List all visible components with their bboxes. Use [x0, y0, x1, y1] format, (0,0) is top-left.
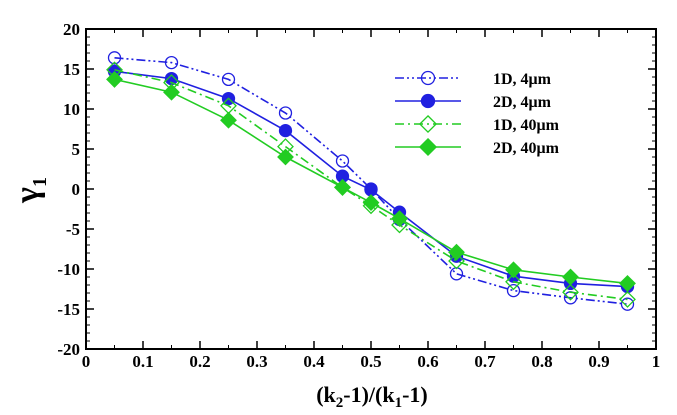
- data-point: [505, 261, 522, 279]
- x-tick-label: 0.3: [246, 352, 267, 371]
- data-point: [562, 268, 579, 286]
- y-tick-label: 0: [72, 180, 81, 199]
- legend-entry: 1D, 4μm: [395, 70, 552, 88]
- data-point: [506, 283, 521, 298]
- y-tick-label: 20: [63, 20, 80, 39]
- x-tick-label: 0.1: [132, 352, 153, 371]
- y-tick-label: -10: [57, 260, 80, 279]
- x-tick-label: 0.2: [189, 352, 210, 371]
- data-point: [448, 243, 465, 261]
- series-line: [114, 57, 628, 305]
- y-tick-label: -20: [57, 340, 80, 359]
- x-axis-label-sub1: 2: [336, 395, 344, 411]
- data-point: [391, 210, 408, 228]
- series-1: [107, 51, 635, 311]
- y-axis: -20 -15 -10 -5 0 5 10 15 20: [57, 20, 656, 359]
- x-tick-label: 0.8: [531, 352, 552, 371]
- legend-entry: 1D, 40μm: [395, 114, 560, 134]
- data-point: [107, 51, 122, 65]
- data-point: [505, 273, 522, 291]
- legend-label: 2D, 40μm: [493, 140, 560, 157]
- y-axis-label-sub: 1: [29, 177, 51, 187]
- data-point: [362, 194, 380, 212]
- x-tick-label: 0.7: [474, 352, 496, 371]
- data-point: [220, 111, 237, 129]
- data-point: [364, 183, 378, 197]
- x-axis-label-sub2: 1: [395, 395, 403, 411]
- y-tick-label: -5: [66, 220, 80, 239]
- data-point: [562, 283, 579, 301]
- data-point: [278, 106, 293, 120]
- data-point: [221, 72, 236, 87]
- legend-label: 2D, 4μm: [493, 94, 552, 111]
- data-point: [620, 297, 635, 311]
- y-axis-label-main: γ: [9, 187, 46, 204]
- data-point: [334, 178, 351, 196]
- legend-marker: [420, 93, 436, 109]
- data-point: [278, 123, 293, 138]
- x-tick-label: 1: [652, 352, 661, 371]
- data-point: [277, 148, 294, 166]
- data-point: [335, 154, 350, 168]
- legend-marker: [420, 70, 436, 86]
- data-point: [619, 290, 636, 308]
- series-4: [106, 70, 636, 292]
- x-tick-label: 0.6: [417, 352, 438, 371]
- x-axis-label: (k2-1)/(k1-1): [316, 382, 428, 411]
- legend-label: 1D, 40μm: [493, 117, 560, 134]
- legend: 1D, 4μm 2D, 4μm 1D, 40μm 2D, 40μm: [395, 70, 560, 157]
- data-point: [163, 83, 180, 101]
- y-tick-label: 15: [63, 60, 80, 79]
- legend-marker: [418, 137, 438, 157]
- data-point: [448, 252, 465, 270]
- x-axis-label-open1: (k: [316, 382, 336, 407]
- x-tick-label: 0.5: [360, 352, 381, 371]
- y-tick-label: 5: [72, 140, 81, 159]
- series-line: [114, 69, 628, 301]
- data-point: [164, 55, 179, 70]
- x-tick-label: 0.9: [588, 352, 609, 371]
- y-axis-label: γ1: [9, 177, 51, 204]
- y-tick-label: -15: [57, 300, 80, 319]
- legend-marker: [418, 114, 438, 134]
- x-axis: 0 0.1 0.2 0.3 0.4 0.5 0.6 0.7 0.8 0.9 1: [82, 29, 661, 371]
- x-axis-label-mid: -1)/(k: [343, 382, 395, 407]
- data-point: [391, 216, 408, 234]
- y-tick-label: 10: [63, 100, 80, 119]
- legend-entry: 2D, 40μm: [395, 137, 560, 157]
- data-point: [619, 274, 636, 292]
- legend-label: 1D, 4μm: [493, 71, 552, 88]
- data-point: [449, 267, 464, 281]
- x-axis-label-close: -1): [402, 382, 428, 407]
- x-tick-label: 0: [82, 352, 91, 371]
- series-layer: [106, 51, 636, 311]
- x-tick-label: 0.4: [303, 352, 325, 371]
- data-point: [106, 70, 123, 88]
- legend-entry: 2D, 4μm: [395, 93, 552, 111]
